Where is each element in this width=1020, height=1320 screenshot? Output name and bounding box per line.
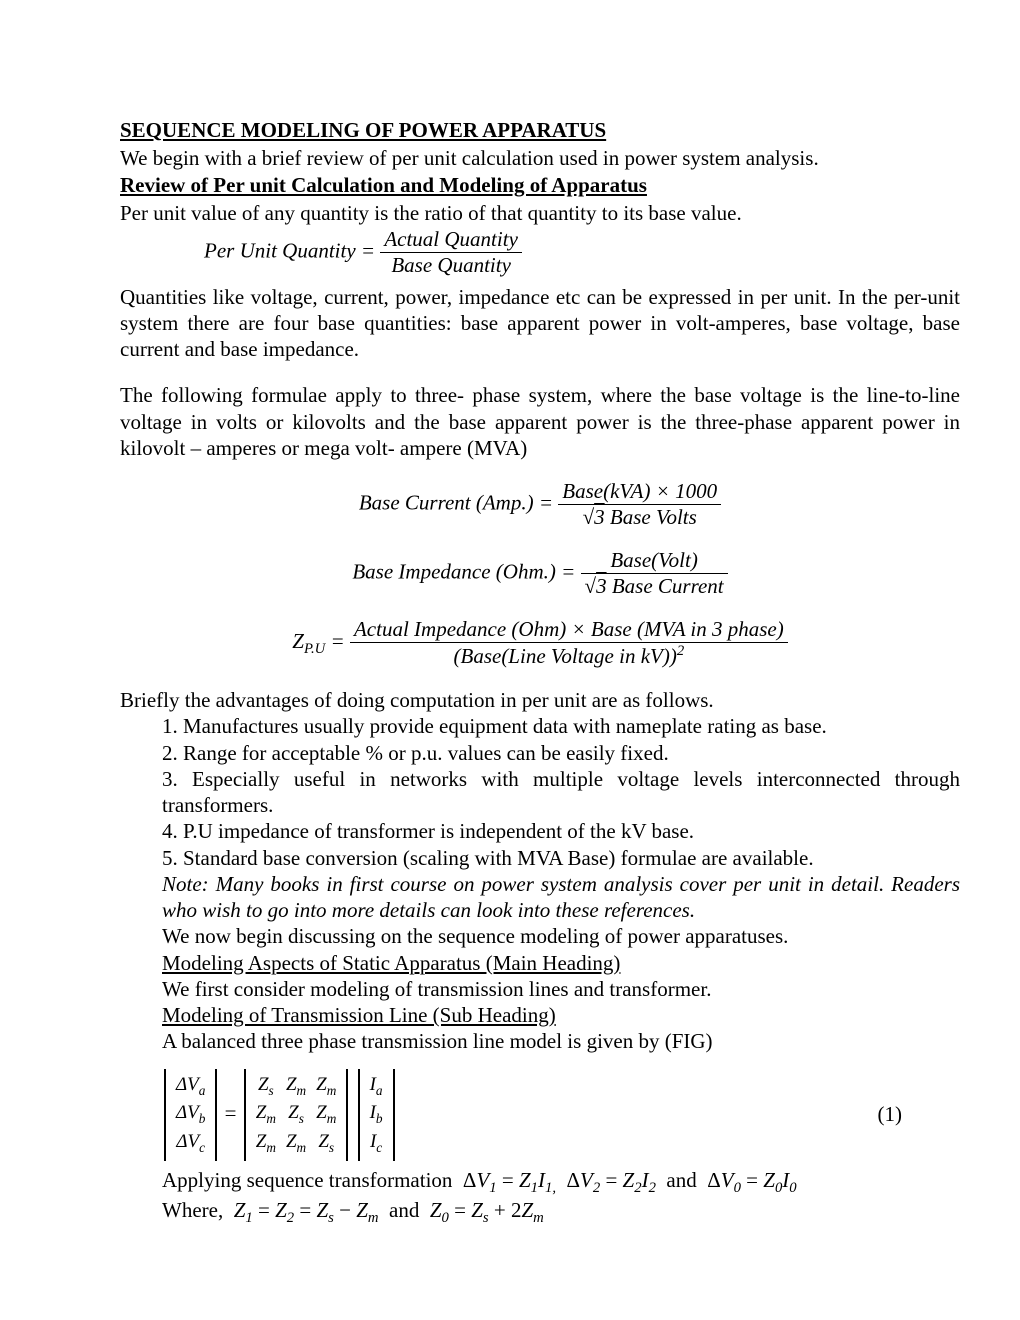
- pu-lhs: Per Unit Quantity: [204, 238, 356, 262]
- quantities-para: Quantities like voltage, current, power,…: [120, 284, 960, 363]
- z11: Zs: [252, 1073, 280, 1100]
- main-sub: We first consider modeling of transmissi…: [120, 976, 960, 1002]
- zpu-numerator: Actual Impedance (Ohm) × Base (MVA in 3 …: [350, 617, 788, 643]
- advantage-2: 2. Range for acceptable % or p.u. values…: [120, 740, 960, 766]
- three-phase-para: The following formulae apply to three- p…: [120, 382, 960, 461]
- matrix-equation-left: ΔVa ΔVb ΔVc = Zs Zm Zm Zm Zs Zm: [162, 1069, 397, 1161]
- pu-formula: Per Unit Quantity = Actual Quantity Base…: [162, 227, 522, 278]
- z32: Zm: [282, 1130, 310, 1157]
- spacer: [120, 362, 960, 382]
- bi-numerator: Base(Volt): [581, 548, 728, 574]
- delta-v-matrix: ΔVa ΔVb ΔVc: [162, 1069, 219, 1161]
- zpu-lhs: ZP.U: [292, 629, 325, 653]
- z33: Zs: [312, 1130, 340, 1157]
- bi-fraction: Base(Volt) √3 Base Current: [581, 548, 728, 599]
- intro-text: We begin with a brief review of per unit…: [120, 145, 960, 171]
- bc-denominator: √3 Base Volts: [558, 505, 721, 530]
- zpu-denominator: (Base(Line Voltage in kV))2: [350, 643, 788, 669]
- z12: Zm: [282, 1073, 310, 1100]
- sub-heading: Modeling of Transmission Line (Sub Headi…: [120, 1002, 960, 1028]
- zpu-formula: ZP.U = Actual Impedance (Ohm) × Base (MV…: [120, 617, 960, 669]
- z22: Zs: [282, 1101, 310, 1128]
- bi-denominator: √3 Base Current: [581, 574, 728, 599]
- bi-lhs: Base Impedance (Ohm.): [352, 559, 556, 583]
- bc-lhs: Base Current (Amp.): [359, 490, 534, 514]
- i-a: Ia: [366, 1073, 387, 1100]
- equals-sign: =: [225, 1101, 242, 1125]
- z21: Zm: [252, 1101, 280, 1128]
- bc-numerator: Base(kVA) × 1000: [558, 479, 721, 505]
- i-b: Ib: [366, 1101, 387, 1128]
- matrix-equation: ΔVa ΔVb ΔVc = Zs Zm Zm Zm Zs Zm: [162, 1069, 960, 1161]
- equals-sign: =: [361, 238, 380, 262]
- z31: Zm: [252, 1130, 280, 1157]
- review-heading: Review of Per unit Calculation and Model…: [120, 173, 960, 198]
- dv-c: ΔVc: [172, 1130, 209, 1157]
- pu-denominator: Base Quantity: [380, 253, 522, 278]
- z13: Zm: [312, 1073, 340, 1100]
- equation-number: (1): [878, 1102, 961, 1127]
- z23: Zm: [312, 1101, 340, 1128]
- base-current-formula: Base Current (Amp.) = Base(kVA) × 1000 √…: [120, 479, 960, 530]
- advantages-intro: Briefly the advantages of doing computat…: [120, 687, 960, 713]
- advantage-4: 4. P.U impedance of transformer is indep…: [120, 818, 960, 844]
- bc-fraction: Base(kVA) × 1000 √3 Base Volts: [558, 479, 721, 530]
- dv-b: ΔVb: [172, 1101, 209, 1128]
- document-page: SEQUENCE MODELING OF POWER APPARATUS We …: [0, 0, 1020, 1288]
- main-heading: Modeling Aspects of Static Apparatus (Ma…: [120, 950, 960, 976]
- base-impedance-formula: Base Impedance (Ohm.) = Base(Volt) √3 Ba…: [120, 548, 960, 599]
- i-c: Ic: [366, 1130, 387, 1157]
- pu-numerator: Actual Quantity: [380, 227, 522, 253]
- advantage-3: 3. Especially useful in networks with mu…: [120, 766, 960, 819]
- pu-fraction: Actual Quantity Base Quantity: [380, 227, 522, 278]
- z-matrix: Zs Zm Zm Zm Zs Zm Zm Zm Zs: [242, 1069, 351, 1161]
- dv-a: ΔVa: [172, 1073, 209, 1100]
- i-matrix: Ia Ib Ic: [356, 1069, 397, 1161]
- advantage-1: 1. Manufactures usually provide equipmen…: [120, 713, 960, 739]
- where-text: Where, Z1 = Z2 = Zs − Zm and Z0 = Zs + 2…: [120, 1197, 960, 1228]
- advantage-5: 5. Standard base conversion (scaling wit…: [120, 845, 960, 871]
- balanced-text: A balanced three phase transmission line…: [120, 1028, 960, 1054]
- begin-seq: We now begin discussing on the sequence …: [120, 923, 960, 949]
- pu-definition: Per unit value of any quantity is the ra…: [120, 200, 960, 226]
- zpu-fraction: Actual Impedance (Ohm) × Base (MVA in 3 …: [350, 617, 788, 669]
- note-text: Note: Many books in first course on powe…: [120, 871, 960, 924]
- applying-text: Applying sequence transformation ΔV1 = Z…: [120, 1167, 960, 1198]
- page-title: SEQUENCE MODELING OF POWER APPARATUS: [120, 118, 960, 143]
